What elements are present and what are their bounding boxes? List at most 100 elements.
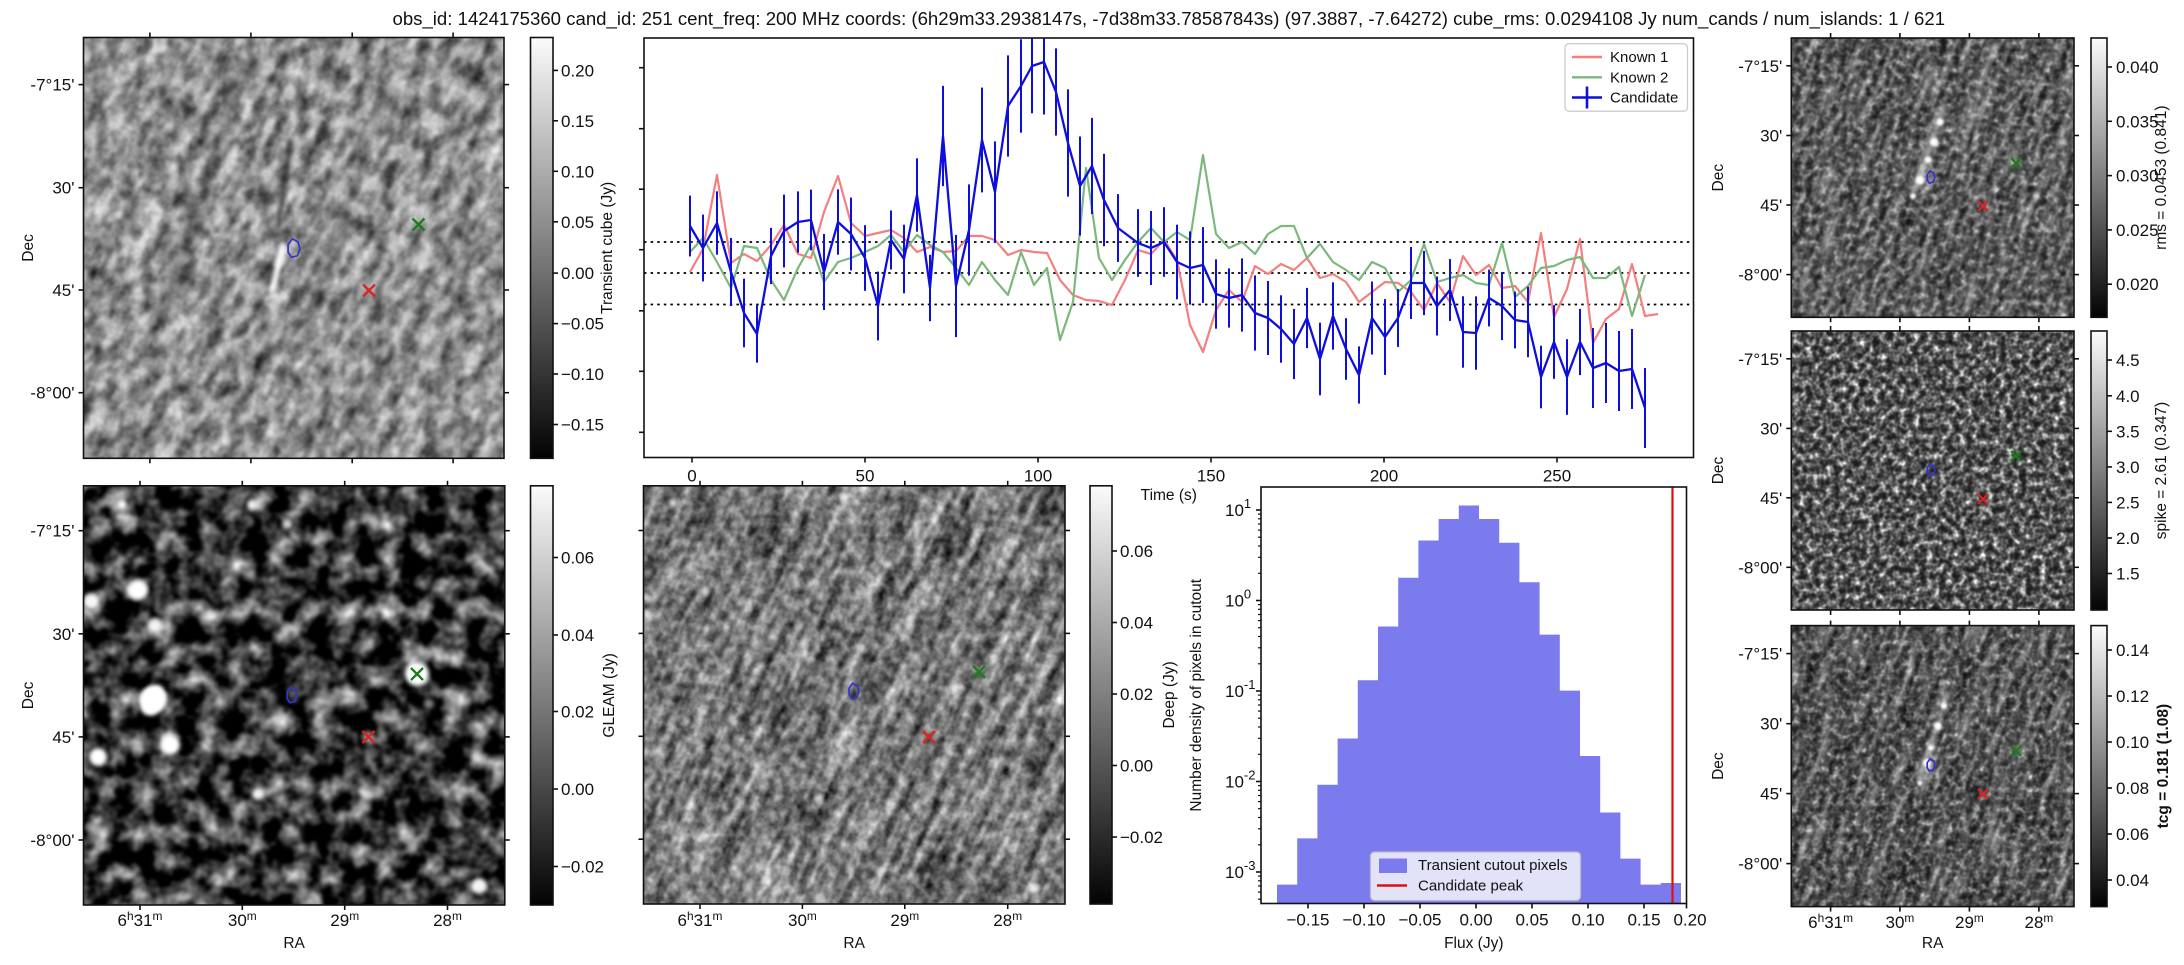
svg-text:0: 0 — [687, 467, 696, 486]
svg-text:Candidate peak: Candidate peak — [1418, 878, 1524, 895]
svg-text:4.0: 4.0 — [2116, 387, 2140, 406]
svg-text:0.025: 0.025 — [2116, 221, 2159, 240]
svg-text:0.020: 0.020 — [2116, 275, 2159, 294]
svg-text:-8°00': -8°00' — [1738, 266, 1782, 285]
svg-text:0.10: 0.10 — [1571, 911, 1604, 930]
svg-text:RA: RA — [843, 935, 865, 952]
svg-text:obs_id: 1424175360 cand_id: 25: obs_id: 1424175360 cand_id: 251 cent_fre… — [392, 8, 1945, 30]
svg-text:0.040: 0.040 — [2116, 58, 2159, 77]
svg-text:28m: 28m — [433, 909, 462, 930]
svg-text:spike = 2.61 (0.347): spike = 2.61 (0.347) — [2153, 402, 2170, 539]
svg-text:6h31m: 6h31m — [1808, 911, 1853, 932]
svg-text:-7°15': -7°15' — [1738, 645, 1782, 664]
svg-text:Time (s): Time (s) — [1141, 487, 1197, 504]
svg-text:0.08: 0.08 — [2116, 779, 2149, 798]
svg-text:RA: RA — [283, 935, 305, 952]
svg-text:150: 150 — [1197, 467, 1225, 486]
svg-text:4.5: 4.5 — [2116, 351, 2140, 370]
svg-text:0.04: 0.04 — [1120, 614, 1153, 633]
svg-text:29m: 29m — [890, 909, 919, 930]
svg-text:45': 45' — [52, 281, 74, 300]
svg-text:0.10: 0.10 — [2116, 733, 2149, 752]
svg-text:0.12: 0.12 — [2116, 687, 2149, 706]
svg-text:0.00: 0.00 — [1120, 757, 1153, 776]
svg-text:-8°00': -8°00' — [30, 384, 74, 403]
svg-text:45': 45' — [52, 728, 74, 747]
svg-text:45': 45' — [1760, 785, 1782, 804]
svg-text:-8°00': -8°00' — [1738, 855, 1782, 874]
svg-text:0.04: 0.04 — [561, 626, 594, 645]
svg-text:30': 30' — [52, 625, 74, 644]
svg-text:30': 30' — [52, 179, 74, 198]
svg-text:0.00: 0.00 — [561, 264, 594, 283]
svg-text:-7°15': -7°15' — [30, 76, 74, 95]
svg-text:0.05: 0.05 — [1515, 911, 1548, 930]
svg-text:29m: 29m — [330, 909, 359, 930]
svg-text:RA: RA — [1922, 935, 1944, 952]
svg-text:Dec: Dec — [20, 681, 37, 709]
svg-text:250: 250 — [1543, 467, 1571, 486]
svg-text:6h31m: 6h31m — [678, 909, 723, 930]
svg-text:−0.10: −0.10 — [1342, 911, 1385, 930]
svg-text:Known 2: Known 2 — [1610, 69, 1668, 86]
svg-text:Transient cutout pixels: Transient cutout pixels — [1418, 857, 1568, 874]
svg-text:−0.05: −0.05 — [561, 315, 604, 334]
svg-text:28m: 28m — [993, 909, 1022, 930]
svg-text:29m: 29m — [1955, 911, 1984, 932]
svg-text:-7°15': -7°15' — [1738, 57, 1782, 76]
svg-text:0.035: 0.035 — [2116, 112, 2159, 131]
svg-text:30m: 30m — [788, 909, 817, 930]
svg-text:0.20: 0.20 — [561, 61, 594, 80]
svg-text:0.15: 0.15 — [561, 112, 594, 131]
svg-text:−0.02: −0.02 — [561, 858, 604, 877]
svg-text:−0.05: −0.05 — [1398, 911, 1441, 930]
svg-text:0.06: 0.06 — [561, 549, 594, 568]
svg-text:1.5: 1.5 — [2116, 565, 2140, 584]
svg-text:0.20: 0.20 — [1673, 911, 1706, 930]
svg-text:3.5: 3.5 — [2116, 422, 2140, 441]
svg-text:tcg = 0.181 (1.08): tcg = 0.181 (1.08) — [2155, 704, 2172, 829]
svg-text:0.14: 0.14 — [2116, 641, 2149, 660]
svg-text:Dec: Dec — [20, 234, 37, 262]
svg-text:3.0: 3.0 — [2116, 458, 2140, 477]
svg-text:28m: 28m — [2024, 911, 2053, 932]
svg-text:50: 50 — [856, 467, 875, 486]
svg-text:rms = 0.0453 (0.841): rms = 0.0453 (0.841) — [2153, 105, 2170, 249]
svg-text:30': 30' — [1760, 127, 1782, 146]
svg-text:−0.10: −0.10 — [561, 365, 604, 384]
svg-text:Dec: Dec — [1710, 752, 1727, 780]
svg-text:Candidate: Candidate — [1610, 90, 1678, 107]
svg-text:30m: 30m — [1885, 911, 1914, 932]
svg-text:GLEAM (Jy): GLEAM (Jy) — [601, 653, 618, 737]
svg-text:0.05: 0.05 — [561, 213, 594, 232]
svg-text:2.5: 2.5 — [2116, 493, 2140, 512]
svg-text:Dec: Dec — [1710, 164, 1727, 192]
svg-text:Number density of pixels in cu: Number density of pixels in cutout — [1188, 578, 1205, 811]
svg-text:−0.15: −0.15 — [1286, 911, 1329, 930]
svg-text:0.02: 0.02 — [1120, 685, 1153, 704]
svg-text:Transient cube (Jy): Transient cube (Jy) — [599, 182, 616, 314]
svg-text:0.06: 0.06 — [1120, 542, 1153, 561]
svg-text:30': 30' — [1760, 419, 1782, 438]
svg-text:100: 100 — [1024, 467, 1052, 486]
svg-text:0.10: 0.10 — [561, 162, 594, 181]
svg-text:Known 1: Known 1 — [1610, 49, 1668, 66]
svg-text:-7°15': -7°15' — [30, 522, 74, 541]
svg-text:0.00: 0.00 — [1459, 911, 1492, 930]
svg-text:2.0: 2.0 — [2116, 529, 2140, 548]
svg-text:Deep (Jy): Deep (Jy) — [1161, 661, 1178, 728]
svg-text:0.06: 0.06 — [2116, 825, 2149, 844]
svg-text:Dec: Dec — [1710, 456, 1727, 484]
svg-text:0.030: 0.030 — [2116, 167, 2159, 186]
svg-text:-8°00': -8°00' — [30, 831, 74, 850]
svg-text:0.04: 0.04 — [2116, 871, 2149, 890]
svg-text:0.00: 0.00 — [561, 780, 594, 799]
svg-text:30m: 30m — [228, 909, 257, 930]
svg-text:45': 45' — [1760, 489, 1782, 508]
svg-text:30': 30' — [1760, 715, 1782, 734]
svg-text:-7°15': -7°15' — [1738, 350, 1782, 369]
svg-text:0.02: 0.02 — [561, 703, 594, 722]
svg-text:6h31m: 6h31m — [118, 909, 163, 930]
svg-text:-8°00': -8°00' — [1738, 558, 1782, 577]
svg-text:45': 45' — [1760, 196, 1782, 215]
